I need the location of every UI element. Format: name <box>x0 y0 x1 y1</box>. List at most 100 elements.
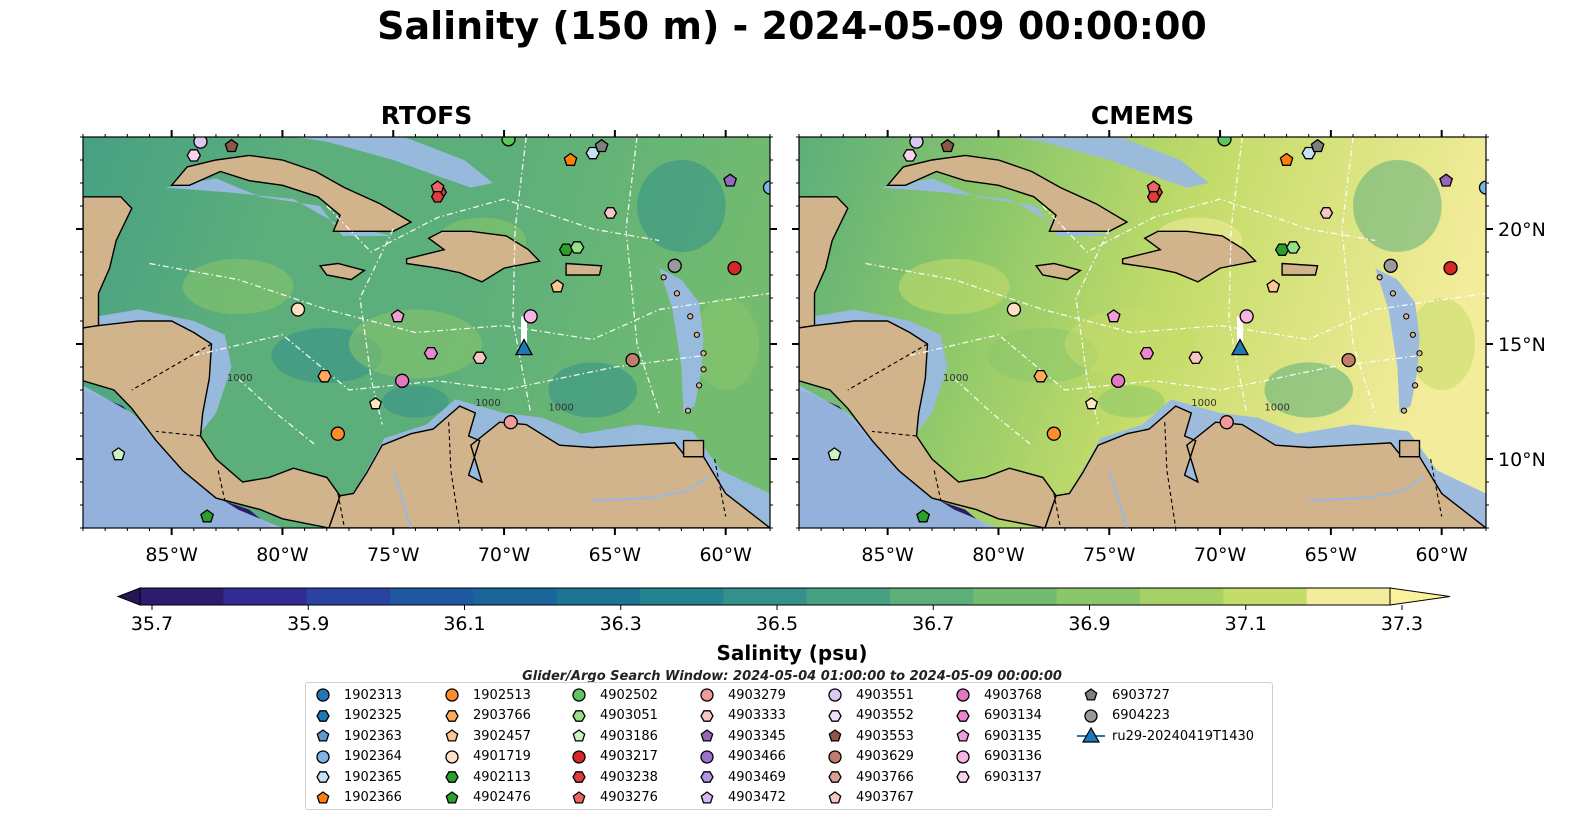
legend-label: 4903629 <box>856 749 914 764</box>
eez-boundary <box>1075 228 1110 425</box>
legend-label: 4903051 <box>600 708 658 723</box>
legend-label: 1902363 <box>344 728 402 744</box>
legend-label: 1902325 <box>344 708 402 723</box>
float-4903333 <box>1188 351 1203 365</box>
country-border <box>217 470 226 501</box>
legend-marker-icon <box>445 749 459 764</box>
legend-marker-icon <box>316 771 330 783</box>
eez-boundary <box>149 262 770 341</box>
map-content: 1000 1000 1000 <box>799 137 1486 528</box>
float-6903727 <box>1310 138 1325 153</box>
lon-tick-label: 70°W <box>478 544 531 565</box>
island-marker <box>687 313 694 320</box>
float-6903135 <box>390 309 405 323</box>
legend-label: 4903238 <box>600 769 658 785</box>
legend-marker-6904223 <box>1084 708 1098 723</box>
legend-label: 6903134 <box>984 708 1042 723</box>
float-1902513 <box>1046 426 1062 441</box>
float-marker <box>369 396 382 410</box>
float-4903345 <box>723 173 738 187</box>
float-4903051 <box>1285 241 1301 254</box>
legend-item: 4902476 <box>437 788 531 808</box>
island-marker <box>1409 331 1416 338</box>
land-central <box>83 320 341 528</box>
float-4902502 <box>1217 137 1232 147</box>
contour-label: 1000 <box>1191 398 1216 409</box>
float-4903768 <box>394 373 410 388</box>
float-1902513 <box>330 426 346 441</box>
legend-label: 6904223 <box>1112 708 1170 723</box>
legend-marker-icon <box>316 749 330 764</box>
eez-boundary <box>909 334 1420 391</box>
lon-tick-label: 70°W <box>1194 544 1247 565</box>
colorbar-bin <box>223 588 308 605</box>
lat-tick-label: 10°N <box>70 449 71 471</box>
lon-tick-label: 65°W <box>589 544 642 565</box>
legend-marker-icon <box>700 790 714 804</box>
legend-label: 1902366 <box>344 790 402 805</box>
legend-marker-6903727 <box>1084 688 1098 701</box>
eez-boundary <box>865 262 1486 341</box>
float-6903137 <box>186 149 202 162</box>
eez-boundary <box>1042 198 1376 253</box>
legend-item: 4903051 <box>564 706 658 726</box>
legend-marker-icon <box>445 688 459 702</box>
land-hispaniola <box>405 230 541 283</box>
legend-marker-2903766 <box>445 709 459 722</box>
legend-marker-4903466 <box>700 749 714 764</box>
lat-tick-label: 15°N <box>1498 334 1546 356</box>
shelf-antilles <box>1375 268 1420 413</box>
legend-item: 4902502 <box>564 685 658 705</box>
contour-label: 1000 <box>475 398 500 409</box>
land-central <box>799 320 1057 528</box>
country-border <box>337 493 346 528</box>
float-4902502 <box>501 137 516 147</box>
salinity-patch <box>898 258 1010 315</box>
legend-marker-1902325 <box>316 709 330 722</box>
float-1902366 <box>563 152 578 166</box>
eez-boundary <box>1341 137 1376 414</box>
legend-label: 4903217 <box>600 749 658 764</box>
contour-label: 1000 <box>943 373 968 384</box>
legend-label: 6903727 <box>1112 687 1170 703</box>
legend-marker-1902366 <box>316 790 330 804</box>
eez-boundary <box>237 378 317 446</box>
legend-marker-icon <box>700 749 714 764</box>
float-3902457 <box>1266 279 1281 293</box>
float-marker <box>1319 207 1334 219</box>
legend-marker-6903136 <box>956 749 970 764</box>
float-marker <box>1085 396 1098 410</box>
lon-tick-label: 85°W <box>145 544 198 565</box>
lat-tick-label: 20°N <box>1498 219 1546 241</box>
legend-label: 4903767 <box>856 790 914 805</box>
legend-label: 1902313 <box>344 687 402 703</box>
float-4901719 <box>1006 302 1022 317</box>
float-4903629 <box>1341 352 1356 368</box>
river <box>1308 476 1425 502</box>
colorbar-tick-label: 35.9 <box>287 613 329 635</box>
colorbar-bin <box>306 588 391 605</box>
legend-marker-icon <box>316 688 330 702</box>
legend-marker-icon <box>445 790 459 804</box>
legend-label: 4903553 <box>856 728 914 744</box>
legend-marker-icon <box>1084 708 1098 723</box>
float-6903135 <box>1106 309 1121 323</box>
float-6903136 <box>1239 309 1254 324</box>
colorbar-tick-label: 35.7 <box>131 613 173 635</box>
legend-marker-icon <box>445 709 459 722</box>
float-4903186 <box>827 447 842 461</box>
legend-label: 4903333 <box>728 708 786 723</box>
island-marker <box>1376 274 1383 281</box>
eez-boundary <box>953 378 1033 446</box>
lat-tick-label: 20°N <box>70 219 71 241</box>
country-border <box>131 343 212 391</box>
island-marker <box>1416 366 1423 373</box>
legend-marker-icon <box>572 749 586 764</box>
legend-marker-4903217 <box>572 749 586 764</box>
float-6903136 <box>523 309 538 324</box>
legend-marker-4903766 <box>828 771 842 783</box>
legend-item: 4903186 <box>564 726 658 746</box>
legend-marker-icon <box>572 709 586 722</box>
lon-tick-label: 80°W <box>256 544 309 565</box>
legend-label: 4903279 <box>728 687 786 703</box>
